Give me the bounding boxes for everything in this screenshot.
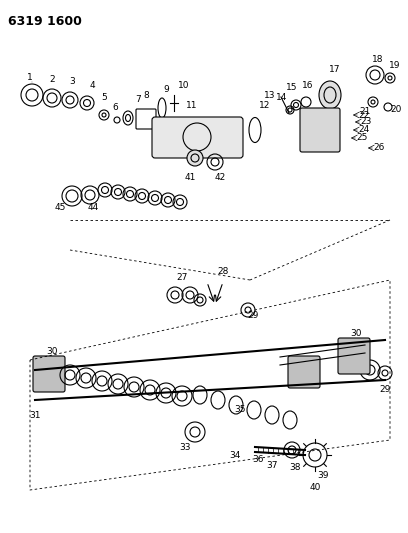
Ellipse shape [187,150,203,166]
Text: 30: 30 [350,329,362,338]
Text: 25: 25 [356,133,368,142]
Text: 4: 4 [89,80,95,90]
Text: 6: 6 [112,103,118,112]
Ellipse shape [319,81,341,109]
Text: 45: 45 [54,204,66,213]
Text: 34: 34 [229,450,241,459]
Text: 29: 29 [247,311,259,319]
Text: 26: 26 [373,143,385,152]
Text: 9: 9 [163,85,169,94]
Text: 19: 19 [389,61,401,70]
Text: 38: 38 [289,464,301,472]
FancyBboxPatch shape [152,117,243,158]
Text: 1: 1 [27,74,33,83]
Text: 3: 3 [69,77,75,86]
Text: 5: 5 [101,93,107,101]
Text: 12: 12 [259,101,271,109]
Text: 36: 36 [252,456,264,464]
Text: 40: 40 [309,482,321,491]
Text: 24: 24 [358,125,370,134]
FancyBboxPatch shape [33,356,65,392]
Text: 14: 14 [276,93,288,102]
Text: 2: 2 [49,76,55,85]
Text: 17: 17 [329,66,341,75]
Text: 16: 16 [302,80,314,90]
Text: 8: 8 [143,92,149,101]
Text: 41: 41 [184,174,196,182]
Text: 23: 23 [360,117,372,126]
Text: 27: 27 [176,272,188,281]
Text: 44: 44 [87,203,99,212]
FancyBboxPatch shape [300,108,340,152]
FancyBboxPatch shape [338,338,370,374]
Text: 39: 39 [317,471,329,480]
FancyBboxPatch shape [288,356,320,388]
Text: 33: 33 [179,443,191,453]
Text: 7: 7 [135,95,141,104]
Text: 42: 42 [214,173,226,182]
Text: 20: 20 [390,106,402,115]
Text: 35: 35 [234,406,246,415]
Text: 11: 11 [186,101,198,109]
Text: 18: 18 [372,54,384,63]
Text: 31: 31 [29,410,41,419]
Text: 15: 15 [286,84,298,93]
Text: 13: 13 [264,91,276,100]
Text: 37: 37 [266,461,278,470]
Text: 29: 29 [379,385,391,394]
Text: 30: 30 [46,348,58,357]
Text: 22: 22 [358,110,370,119]
Text: 21: 21 [359,108,371,117]
Text: 6319 1600: 6319 1600 [8,15,82,28]
Text: 28: 28 [217,268,229,277]
Text: 10: 10 [178,80,190,90]
